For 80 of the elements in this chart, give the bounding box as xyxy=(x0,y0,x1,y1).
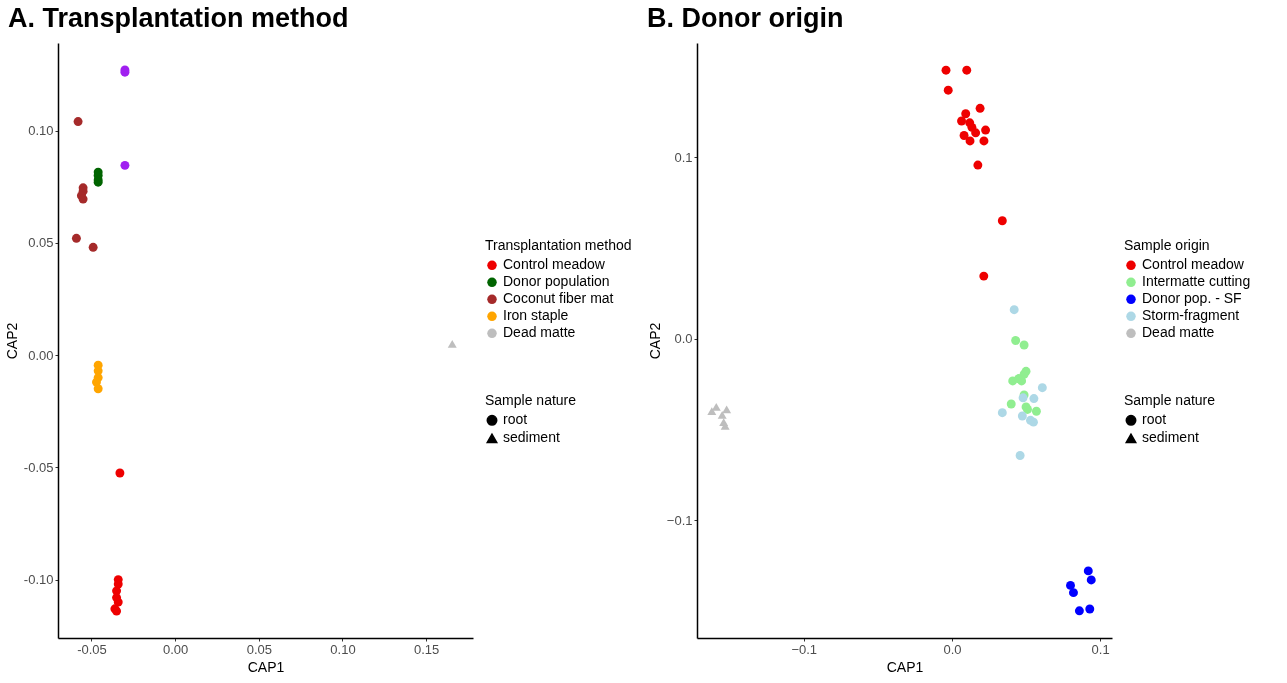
point xyxy=(957,116,967,126)
chart-title: B. Donor origin xyxy=(647,3,844,33)
text: root xyxy=(1142,411,1167,428)
legend-label: Intermatte cutting xyxy=(1142,273,1251,290)
legend-label: Control meadow xyxy=(1142,256,1245,273)
x-tick-label: −0.1 xyxy=(791,641,818,657)
y-tick-label: 0.00 xyxy=(28,347,54,363)
legend-label: Iron staple xyxy=(503,307,569,324)
point xyxy=(997,216,1007,226)
point xyxy=(1068,588,1078,598)
point xyxy=(979,136,989,146)
point xyxy=(1009,305,1019,315)
legend-title: Sample origin xyxy=(1124,237,1210,254)
point xyxy=(1085,604,1095,614)
y-tick-label: 0.10 xyxy=(28,123,54,139)
point xyxy=(961,109,971,119)
point xyxy=(979,271,989,281)
legend-label: Donor pop. - SF xyxy=(1142,290,1242,307)
point xyxy=(717,411,727,419)
point xyxy=(447,339,457,348)
y-tick-label: −0.1 xyxy=(666,512,693,528)
x-axis-title: CAP1 xyxy=(886,658,924,675)
point xyxy=(975,103,985,113)
x-axis-title: CAP1 xyxy=(247,658,285,675)
legend-title: Transplantation method xyxy=(485,237,632,254)
point xyxy=(965,136,975,146)
point xyxy=(997,408,1007,418)
y-tick-label: -0.10 xyxy=(23,572,54,588)
point xyxy=(88,242,98,252)
text: sediment xyxy=(503,429,560,446)
point xyxy=(1019,340,1029,350)
y-tick-label: 0.0 xyxy=(674,331,693,347)
point xyxy=(1017,411,1027,421)
y-tick-label: 0.1 xyxy=(674,149,693,165)
point xyxy=(1029,394,1039,404)
x-tick-label: 0.1 xyxy=(1091,641,1110,657)
legend-label: Dead matte xyxy=(1142,324,1215,341)
x-tick-label: 0.15 xyxy=(413,641,440,657)
point xyxy=(959,131,969,140)
legend-label: Dead matte xyxy=(503,324,576,341)
x-tick-label: 0.10 xyxy=(330,641,356,657)
text: root xyxy=(503,411,528,428)
point xyxy=(971,128,981,138)
point xyxy=(1083,566,1093,576)
y-axis-title: CAP2 xyxy=(3,322,20,360)
chart-title: A. Transplantation method xyxy=(8,3,349,33)
point xyxy=(941,65,951,75)
point xyxy=(722,405,732,414)
legend-label: Storm-fragment xyxy=(1142,307,1240,324)
point xyxy=(71,233,81,243)
point xyxy=(1006,399,1016,409)
y-tick-label: -0.05 xyxy=(23,459,54,475)
point xyxy=(707,407,717,416)
x-tick-label: 0.0 xyxy=(943,641,962,657)
x-tick-label: -0.05 xyxy=(77,641,107,657)
point xyxy=(1031,406,1041,416)
point xyxy=(981,125,991,135)
point xyxy=(1074,606,1084,616)
point xyxy=(1015,451,1025,460)
point xyxy=(1037,383,1047,393)
legend-label: Donor population xyxy=(503,273,610,290)
x-tick-label: 0.05 xyxy=(246,641,272,657)
point xyxy=(93,384,103,394)
point xyxy=(115,468,125,478)
text: sediment xyxy=(1142,429,1199,446)
point xyxy=(943,85,953,95)
legend-label: Control meadow xyxy=(503,256,606,273)
point xyxy=(1086,575,1096,585)
text: Sample nature xyxy=(485,392,577,409)
point xyxy=(962,65,972,75)
point xyxy=(1066,580,1075,590)
y-tick-label: 0.05 xyxy=(28,235,54,251)
point xyxy=(73,117,83,127)
text: Sample nature xyxy=(1124,392,1216,409)
point xyxy=(973,160,983,170)
y-axis-title: CAP2 xyxy=(646,322,663,360)
legend-label: Coconut fiber mat xyxy=(503,290,614,307)
x-tick-label: 0.00 xyxy=(162,641,189,657)
point xyxy=(1011,336,1021,345)
point xyxy=(120,160,130,170)
